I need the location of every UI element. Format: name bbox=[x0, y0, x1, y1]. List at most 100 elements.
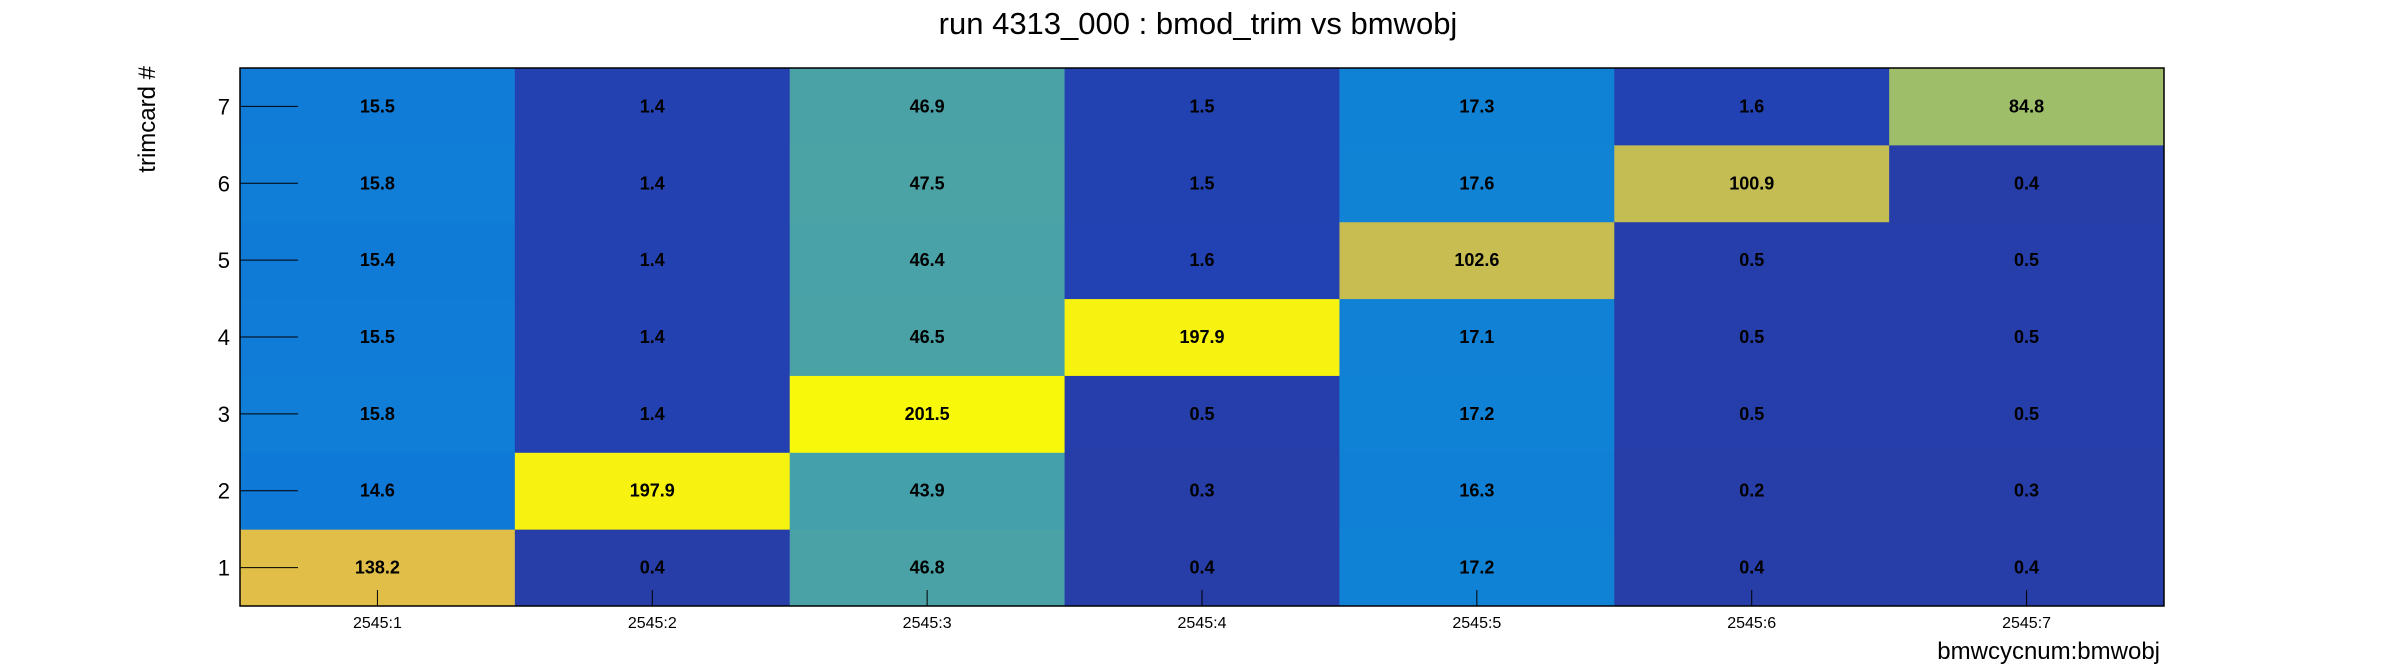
cell-value-label: 0.4 bbox=[640, 558, 665, 578]
cell-value-label: 1.6 bbox=[1739, 96, 1764, 116]
y-tick-label: 1 bbox=[218, 556, 230, 581]
x-tick-label: 2545:7 bbox=[2002, 615, 2051, 632]
heatmap-cell bbox=[514, 375, 791, 453]
heatmap-cell bbox=[1614, 375, 1890, 453]
cell-value-label: 0.5 bbox=[1739, 404, 1764, 424]
cell-value-label: 0.4 bbox=[1739, 558, 1764, 578]
cell-value-label: 0.5 bbox=[2014, 327, 2039, 347]
heatmap-cell bbox=[1064, 452, 1340, 530]
cell-value-label: 14.6 bbox=[360, 481, 395, 501]
cell-value-label: 16.3 bbox=[1459, 481, 1494, 501]
cell-value-label: 1.4 bbox=[640, 173, 665, 193]
cell-value-label: 46.9 bbox=[910, 96, 945, 116]
cell-value-label: 17.2 bbox=[1459, 404, 1494, 424]
heatmap-cell bbox=[1064, 144, 1340, 223]
cell-value-label: 15.4 bbox=[360, 250, 395, 270]
heatmap-cell bbox=[789, 375, 1066, 453]
cell-value-label: 1.4 bbox=[640, 327, 665, 347]
heatmap-cell bbox=[1339, 144, 1615, 223]
cell-value-label: 15.8 bbox=[360, 404, 395, 424]
x-axis: 2545:1 2545:2 2545:3 2545:4 2545:5 2545:6 2545… bbox=[353, 590, 2051, 632]
cell-value-label: 0.3 bbox=[1189, 481, 1214, 501]
cell-value-label: 1.4 bbox=[640, 96, 665, 116]
cell-value-label: 1.4 bbox=[640, 404, 665, 424]
y-tick-label: 2 bbox=[218, 479, 230, 504]
x-tick-label: 2545:4 bbox=[1178, 615, 1227, 632]
cell-value-label: 15.5 bbox=[360, 327, 395, 347]
cell-value-label: 0.3 bbox=[2014, 481, 2039, 501]
y-tick-label: 3 bbox=[218, 402, 230, 427]
cell-value-label: 0.5 bbox=[2014, 404, 2039, 424]
cell-value-label: 0.4 bbox=[1189, 558, 1214, 578]
cell-value-label: 138.2 bbox=[355, 558, 400, 578]
cell-value-label: 17.1 bbox=[1459, 327, 1494, 347]
cell-value-label: 47.5 bbox=[910, 173, 945, 193]
heatmap-cell bbox=[1614, 221, 1890, 300]
heatmap-cell bbox=[1064, 375, 1340, 453]
heatmap-cell bbox=[514, 221, 791, 300]
cell-value-label: 102.6 bbox=[1454, 250, 1499, 270]
heatmap-cell bbox=[1889, 221, 2165, 300]
cell-value-label: 1.6 bbox=[1189, 250, 1214, 270]
cell-value-label: 46.4 bbox=[910, 250, 945, 270]
heatmap-cell bbox=[1614, 298, 1890, 376]
heatmap-cell bbox=[1889, 144, 2165, 223]
cell-value-label: 0.5 bbox=[1189, 404, 1214, 424]
heatmap-cell bbox=[514, 144, 791, 223]
cell-value-label: 15.5 bbox=[360, 96, 395, 116]
heatmap-cell bbox=[514, 452, 791, 530]
heatmap-cell bbox=[1339, 68, 1615, 146]
heatmap-cell bbox=[1339, 298, 1615, 376]
x-tick-label: 2545:3 bbox=[903, 615, 952, 632]
heatmap-cell bbox=[1064, 68, 1340, 146]
chart-title: run 4313_000 : bmod_trim vs bmwobj bbox=[938, 6, 1458, 41]
cell-value-label: 197.9 bbox=[630, 481, 675, 501]
heatmap-cell bbox=[1614, 144, 1890, 223]
heatmap-cell bbox=[1064, 221, 1340, 300]
cell-value-label: 17.6 bbox=[1459, 173, 1494, 193]
y-tick-label: 7 bbox=[218, 94, 230, 119]
heatmap-cell bbox=[789, 144, 1066, 223]
heatmap-cell bbox=[1339, 221, 1615, 300]
heatmap-cell bbox=[789, 221, 1066, 300]
heatmap-cell bbox=[1339, 375, 1615, 453]
y-tick-label: 4 bbox=[218, 325, 230, 350]
heatmap-cell-labels: 138.2 14.6 15.8 15.5 15.4 15.8 15.5 0.4 197.9 1.4… bbox=[355, 96, 2044, 577]
heatmap-cell bbox=[1889, 452, 2165, 530]
cell-value-label: 17.2 bbox=[1459, 558, 1494, 578]
x-tick-label: 2545:6 bbox=[1727, 615, 1776, 632]
cell-value-label: 15.8 bbox=[360, 173, 395, 193]
cell-value-label: 100.9 bbox=[1729, 173, 1774, 193]
heatmap-cell bbox=[789, 298, 1066, 376]
heatmap-cell bbox=[1889, 298, 2165, 376]
cell-value-label: 0.5 bbox=[1739, 327, 1764, 347]
heatmap-cell bbox=[514, 298, 791, 376]
cell-value-label: 0.5 bbox=[1739, 250, 1764, 270]
cell-value-label: 17.3 bbox=[1459, 96, 1494, 116]
cell-value-label: 0.5 bbox=[2014, 250, 2039, 270]
cell-value-label: 1.5 bbox=[1189, 96, 1214, 116]
y-axis-title: trimcard # bbox=[134, 65, 161, 172]
x-tick-label: 2545:5 bbox=[1452, 615, 1501, 632]
cell-value-label: 43.9 bbox=[910, 481, 945, 501]
cell-value-label: 197.9 bbox=[1179, 327, 1224, 347]
heatmap-cell bbox=[1889, 68, 2165, 146]
heatmap-cell bbox=[1064, 298, 1340, 376]
x-tick-label: 2545:1 bbox=[353, 615, 402, 632]
heatmap-cell bbox=[789, 68, 1066, 146]
x-tick-label: 2545:2 bbox=[628, 615, 677, 632]
cell-value-label: 46.8 bbox=[910, 558, 945, 578]
cell-value-label: 1.5 bbox=[1189, 173, 1214, 193]
cell-value-label: 84.8 bbox=[2009, 96, 2044, 116]
y-tick-label: 6 bbox=[218, 171, 230, 196]
heatmap-cell bbox=[1614, 68, 1890, 146]
cell-value-label: 201.5 bbox=[905, 404, 950, 424]
cell-value-label: 46.5 bbox=[910, 327, 945, 347]
cell-value-label: 0.2 bbox=[1739, 481, 1764, 501]
heatmap-cell bbox=[1614, 452, 1890, 530]
cell-value-label: 0.4 bbox=[2014, 558, 2039, 578]
x-axis-title: bmwcycnum:bmwobj bbox=[1937, 638, 2160, 665]
heatmap-cell bbox=[1339, 452, 1615, 530]
heatmap-cell bbox=[1889, 375, 2165, 453]
